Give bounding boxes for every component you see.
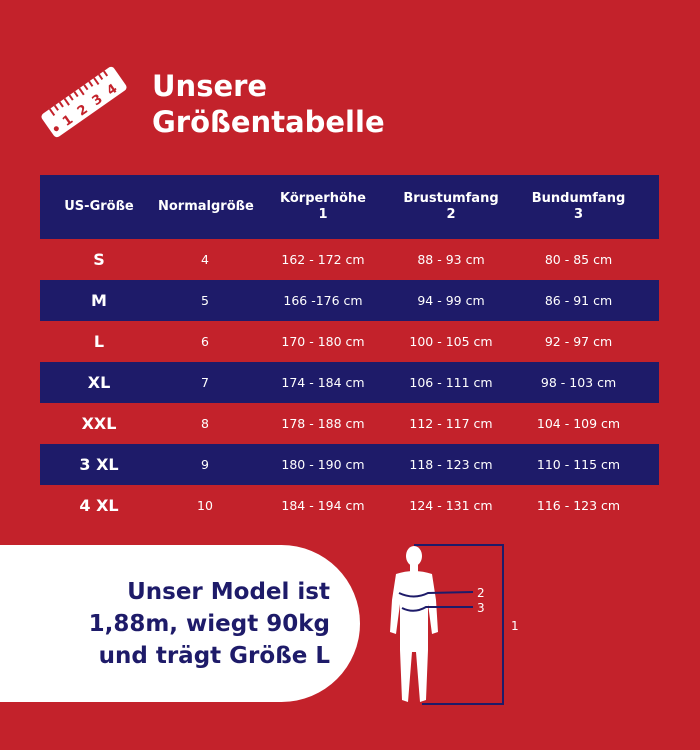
- svg-text:1: 1: [511, 619, 519, 633]
- cell-waist: 110 - 115 cm: [536, 457, 621, 472]
- header-waist: Bundumfang 3: [531, 191, 626, 222]
- cell-chest: 94 - 99 cm: [417, 293, 485, 308]
- cell-us-size: XXL: [81, 414, 117, 433]
- cell-normal-size: 6: [201, 334, 209, 349]
- cell-height: 162 - 172 cm: [281, 252, 365, 267]
- cell-us-size: M: [91, 291, 107, 310]
- table-row: XXL 8 178 - 188 cm 112 - 117 cm 104 - 109 cm: [40, 403, 659, 444]
- cell-chest: 124 - 131 cm: [409, 498, 493, 513]
- table-row: 3 XL 9 180 - 190 cm 118 - 123 cm 110 - 115 c…: [40, 444, 659, 485]
- header-normal-size: Normalgröße: [158, 199, 254, 214]
- cell-waist: 80 - 85 cm: [544, 252, 613, 267]
- header-height: Körperhöhe 1: [280, 191, 366, 222]
- cell-normal-size: 5: [201, 293, 209, 308]
- cell-height: 166 -176 cm: [283, 293, 363, 308]
- model-info-text: Unser Model ist 1,88m, wiegt 90kg und träg…: [88, 579, 330, 669]
- cell-us-size: XL: [87, 373, 111, 392]
- cell-waist: 92 - 97 cm: [544, 334, 613, 349]
- cell-normal-size: 4: [201, 252, 209, 267]
- svg-text:2: 2: [477, 586, 485, 600]
- body-measurement-figure: 2 3 1: [390, 544, 519, 705]
- header-us-size: US-Größe: [64, 199, 134, 214]
- cell-waist: 86 - 91 cm: [544, 293, 613, 308]
- table-row: XL 7 174 - 184 cm 106 - 111 cm 98 - 103 cm: [40, 362, 659, 403]
- table-row: M 5 166 -176 cm 94 - 99 cm 86 - 91 cm: [40, 280, 659, 321]
- cell-height: 178 - 188 cm: [281, 416, 365, 431]
- cell-height: 184 - 194 cm: [281, 498, 365, 513]
- table-row: 4 XL 10 184 - 194 cm 124 - 131 cm 116 - 123 …: [40, 485, 659, 526]
- cell-waist: 116 - 123 cm: [536, 498, 621, 513]
- cell-chest: 118 - 123 cm: [409, 457, 493, 472]
- header-chest: Brustumfang 2: [403, 191, 499, 222]
- svg-text:3: 3: [477, 601, 485, 615]
- cell-height: 174 - 184 cm: [281, 375, 365, 390]
- cell-chest: 112 - 117 cm: [409, 416, 493, 431]
- cell-height: 170 - 180 cm: [281, 334, 365, 349]
- cell-us-size: S: [93, 250, 105, 269]
- table-row: L 6 170 - 180 cm 100 - 105 cm 92 - 97 cm: [40, 321, 659, 362]
- cell-normal-size: 9: [201, 457, 209, 472]
- cell-waist: 98 - 103 cm: [540, 375, 617, 390]
- cell-normal-size: 10: [197, 498, 213, 513]
- page-title: Unsere Größentabelle: [152, 69, 385, 139]
- cell-us-size: 4 XL: [79, 496, 119, 515]
- cell-waist: 104 - 109 cm: [536, 416, 621, 431]
- body-silhouette-icon: [390, 546, 438, 702]
- cell-normal-size: 8: [201, 416, 209, 431]
- cell-us-size: 3 XL: [79, 455, 119, 474]
- size-table: US-Größe Normalgröße Körperhöhe 1 Brustum…: [40, 175, 659, 526]
- cell-normal-size: 7: [201, 375, 209, 390]
- table-row: S 4 162 - 172 cm 88 - 93 cm 80 - 85 cm: [40, 239, 659, 280]
- model-info-panel: [0, 545, 360, 702]
- cell-chest: 106 - 111 cm: [409, 375, 493, 390]
- cell-chest: 100 - 105 cm: [409, 334, 493, 349]
- cell-height: 180 - 190 cm: [281, 457, 365, 472]
- table-header: US-Größe Normalgröße Körperhöhe 1 Brustum…: [40, 175, 659, 239]
- cell-chest: 88 - 93 cm: [417, 252, 485, 267]
- cell-us-size: L: [93, 332, 105, 351]
